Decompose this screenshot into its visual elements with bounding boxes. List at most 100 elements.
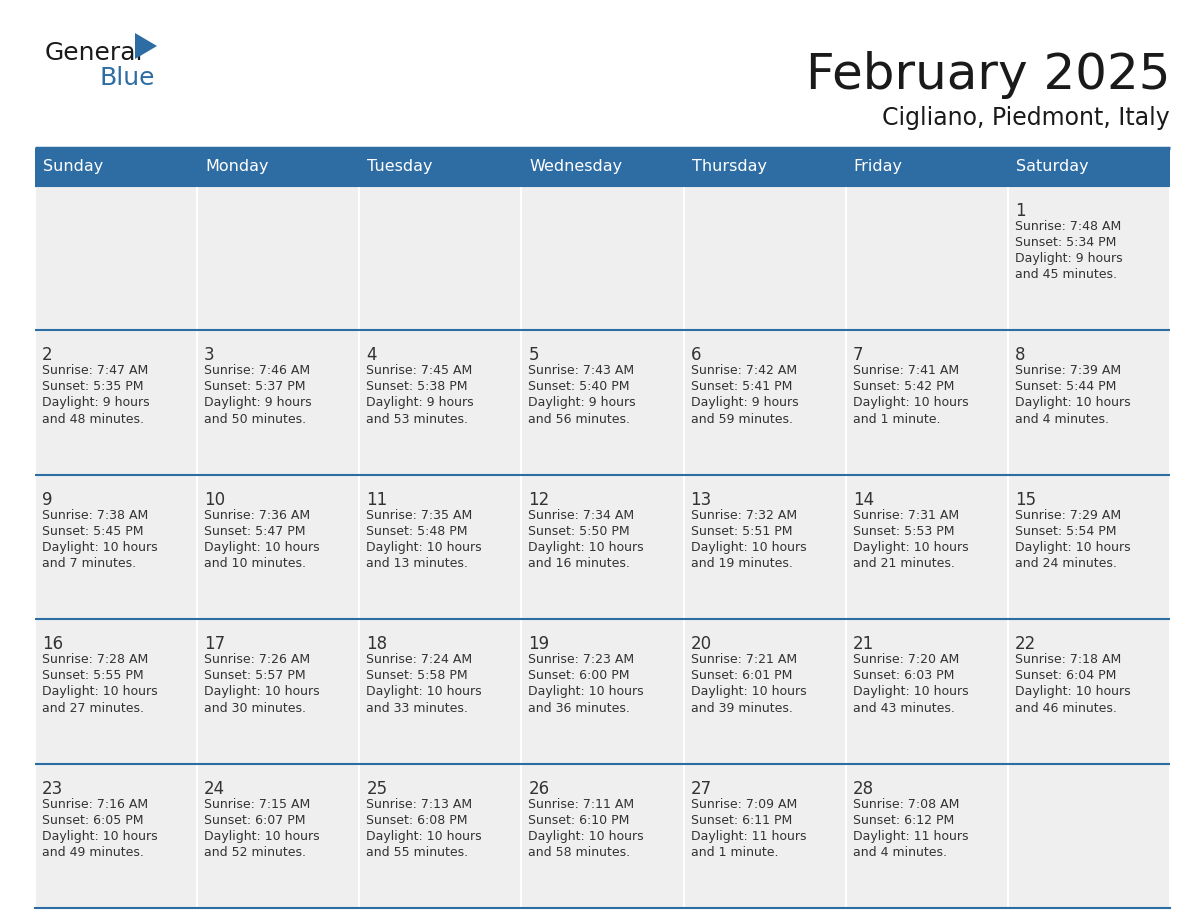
- Bar: [34, 620, 197, 764]
- Bar: [359, 186, 522, 330]
- Bar: [522, 764, 683, 908]
- Bar: [1007, 620, 1170, 764]
- Bar: [846, 148, 1007, 186]
- Bar: [1007, 475, 1170, 620]
- Text: 21: 21: [853, 635, 874, 654]
- Text: Sunrise: 7:24 AM: Sunrise: 7:24 AM: [366, 654, 473, 666]
- Bar: [522, 620, 683, 764]
- Text: Daylight: 10 hours
and 21 minutes.: Daylight: 10 hours and 21 minutes.: [853, 541, 968, 570]
- Bar: [197, 148, 359, 186]
- Text: Sunset: 6:10 PM: Sunset: 6:10 PM: [529, 813, 630, 826]
- Bar: [197, 475, 359, 620]
- Text: Daylight: 10 hours
and 52 minutes.: Daylight: 10 hours and 52 minutes.: [204, 830, 320, 859]
- Text: Daylight: 9 hours
and 53 minutes.: Daylight: 9 hours and 53 minutes.: [366, 397, 474, 426]
- Text: Daylight: 10 hours
and 46 minutes.: Daylight: 10 hours and 46 minutes.: [1015, 685, 1131, 715]
- Text: 24: 24: [204, 779, 226, 798]
- Text: 28: 28: [853, 779, 874, 798]
- Bar: [683, 186, 846, 330]
- Bar: [522, 330, 683, 475]
- Text: Sunset: 5:55 PM: Sunset: 5:55 PM: [42, 669, 144, 682]
- Text: Sunset: 5:54 PM: Sunset: 5:54 PM: [1015, 525, 1117, 538]
- Text: 11: 11: [366, 491, 387, 509]
- Text: General: General: [45, 41, 144, 65]
- Bar: [1007, 148, 1170, 186]
- Bar: [522, 475, 683, 620]
- Bar: [359, 475, 522, 620]
- Bar: [522, 186, 683, 330]
- Text: Sunrise: 7:08 AM: Sunrise: 7:08 AM: [853, 798, 959, 811]
- Text: Daylight: 10 hours
and 49 minutes.: Daylight: 10 hours and 49 minutes.: [42, 830, 158, 859]
- Text: Daylight: 10 hours
and 1 minute.: Daylight: 10 hours and 1 minute.: [853, 397, 968, 426]
- Text: 18: 18: [366, 635, 387, 654]
- Text: Sunday: Sunday: [43, 160, 103, 174]
- Text: Sunrise: 7:11 AM: Sunrise: 7:11 AM: [529, 798, 634, 811]
- Text: Sunset: 5:57 PM: Sunset: 5:57 PM: [204, 669, 305, 682]
- Text: 22: 22: [1015, 635, 1036, 654]
- Text: Daylight: 9 hours
and 48 minutes.: Daylight: 9 hours and 48 minutes.: [42, 397, 150, 426]
- Bar: [522, 148, 683, 186]
- Text: Wednesday: Wednesday: [530, 160, 623, 174]
- Bar: [34, 764, 197, 908]
- Text: Sunset: 5:50 PM: Sunset: 5:50 PM: [529, 525, 630, 538]
- Bar: [34, 475, 197, 620]
- Bar: [683, 475, 846, 620]
- Text: Saturday: Saturday: [1016, 160, 1088, 174]
- Text: Daylight: 9 hours
and 56 minutes.: Daylight: 9 hours and 56 minutes.: [529, 397, 636, 426]
- Bar: [683, 330, 846, 475]
- Text: Sunrise: 7:21 AM: Sunrise: 7:21 AM: [690, 654, 797, 666]
- Text: Sunset: 6:01 PM: Sunset: 6:01 PM: [690, 669, 792, 682]
- Text: Sunrise: 7:48 AM: Sunrise: 7:48 AM: [1015, 220, 1121, 233]
- Text: Sunrise: 7:15 AM: Sunrise: 7:15 AM: [204, 798, 310, 811]
- Text: Daylight: 9 hours
and 59 minutes.: Daylight: 9 hours and 59 minutes.: [690, 397, 798, 426]
- Text: Sunrise: 7:46 AM: Sunrise: 7:46 AM: [204, 364, 310, 377]
- Text: Sunrise: 7:28 AM: Sunrise: 7:28 AM: [42, 654, 148, 666]
- Text: Sunset: 5:42 PM: Sunset: 5:42 PM: [853, 380, 954, 394]
- Bar: [34, 330, 197, 475]
- Text: Sunrise: 7:13 AM: Sunrise: 7:13 AM: [366, 798, 473, 811]
- Bar: [683, 764, 846, 908]
- Text: Daylight: 10 hours
and 27 minutes.: Daylight: 10 hours and 27 minutes.: [42, 685, 158, 715]
- Text: 19: 19: [529, 635, 550, 654]
- Text: Sunrise: 7:45 AM: Sunrise: 7:45 AM: [366, 364, 473, 377]
- Text: Monday: Monday: [206, 160, 268, 174]
- Bar: [197, 186, 359, 330]
- Text: 2: 2: [42, 346, 52, 364]
- Text: Sunset: 5:40 PM: Sunset: 5:40 PM: [529, 380, 630, 394]
- Bar: [846, 475, 1007, 620]
- Text: Sunset: 6:05 PM: Sunset: 6:05 PM: [42, 813, 144, 826]
- Text: Daylight: 10 hours
and 55 minutes.: Daylight: 10 hours and 55 minutes.: [366, 830, 482, 859]
- Bar: [683, 148, 846, 186]
- Text: Sunset: 5:44 PM: Sunset: 5:44 PM: [1015, 380, 1117, 394]
- Text: Friday: Friday: [854, 160, 903, 174]
- Text: 23: 23: [42, 779, 63, 798]
- Text: Sunset: 5:58 PM: Sunset: 5:58 PM: [366, 669, 468, 682]
- Text: Sunset: 6:00 PM: Sunset: 6:00 PM: [529, 669, 630, 682]
- Text: Sunset: 5:45 PM: Sunset: 5:45 PM: [42, 525, 144, 538]
- Text: Sunrise: 7:43 AM: Sunrise: 7:43 AM: [529, 364, 634, 377]
- Text: Sunrise: 7:18 AM: Sunrise: 7:18 AM: [1015, 654, 1121, 666]
- Text: 26: 26: [529, 779, 550, 798]
- Text: Sunset: 6:08 PM: Sunset: 6:08 PM: [366, 813, 468, 826]
- Text: Daylight: 10 hours
and 39 minutes.: Daylight: 10 hours and 39 minutes.: [690, 685, 807, 715]
- Text: 1: 1: [1015, 202, 1025, 220]
- Text: 20: 20: [690, 635, 712, 654]
- Text: Sunrise: 7:39 AM: Sunrise: 7:39 AM: [1015, 364, 1121, 377]
- Bar: [359, 620, 522, 764]
- Text: Sunrise: 7:36 AM: Sunrise: 7:36 AM: [204, 509, 310, 521]
- Text: 13: 13: [690, 491, 712, 509]
- Text: 17: 17: [204, 635, 226, 654]
- Bar: [197, 764, 359, 908]
- Text: Sunrise: 7:20 AM: Sunrise: 7:20 AM: [853, 654, 959, 666]
- Text: Sunset: 6:12 PM: Sunset: 6:12 PM: [853, 813, 954, 826]
- Text: 9: 9: [42, 491, 52, 509]
- Text: Sunrise: 7:35 AM: Sunrise: 7:35 AM: [366, 509, 473, 521]
- Text: 25: 25: [366, 779, 387, 798]
- Text: Daylight: 10 hours
and 43 minutes.: Daylight: 10 hours and 43 minutes.: [853, 685, 968, 715]
- Text: Blue: Blue: [100, 66, 156, 90]
- Text: Daylight: 10 hours
and 36 minutes.: Daylight: 10 hours and 36 minutes.: [529, 685, 644, 715]
- Text: Daylight: 10 hours
and 7 minutes.: Daylight: 10 hours and 7 minutes.: [42, 541, 158, 570]
- Text: Sunset: 6:03 PM: Sunset: 6:03 PM: [853, 669, 954, 682]
- Text: Daylight: 10 hours
and 30 minutes.: Daylight: 10 hours and 30 minutes.: [204, 685, 320, 715]
- Text: Daylight: 10 hours
and 19 minutes.: Daylight: 10 hours and 19 minutes.: [690, 541, 807, 570]
- Text: Sunset: 5:53 PM: Sunset: 5:53 PM: [853, 525, 954, 538]
